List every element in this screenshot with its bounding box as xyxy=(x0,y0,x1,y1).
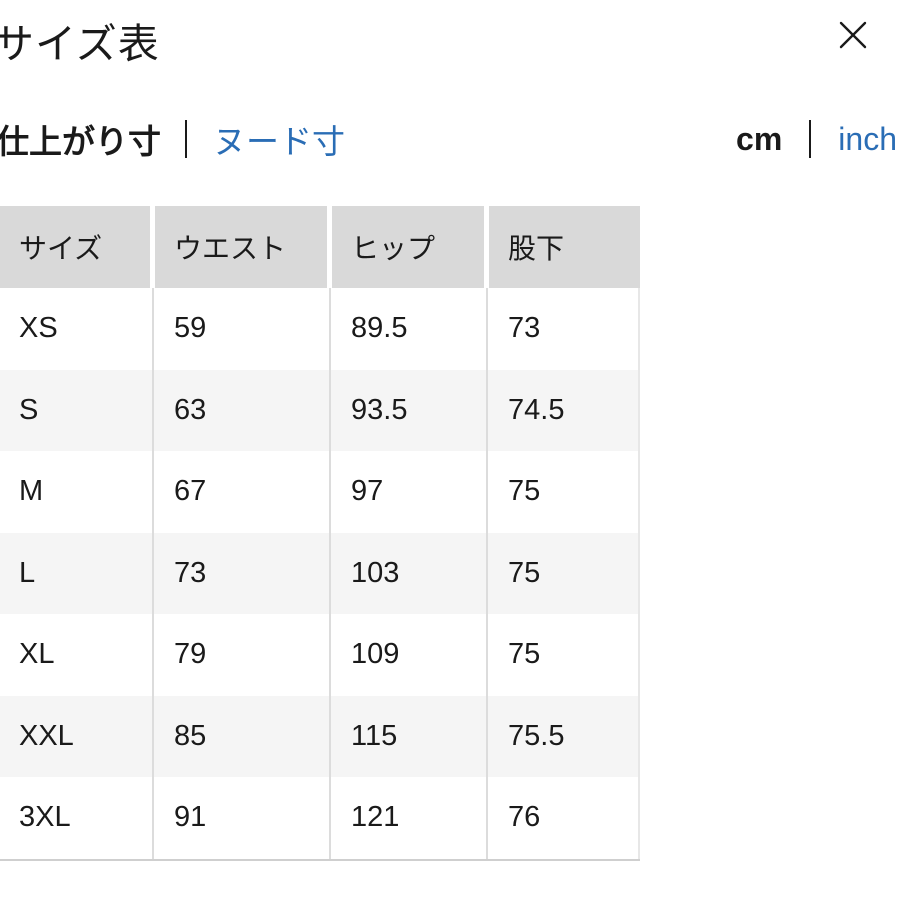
cell-inseam: 73 xyxy=(508,312,541,345)
tab-unit-inch[interactable]: inch xyxy=(838,120,897,157)
cell-hip: 121 xyxy=(351,801,400,834)
column-header-hip: ヒップ xyxy=(332,206,484,288)
cell-waist: 91 xyxy=(174,801,207,834)
cell-hip: 97 xyxy=(351,475,384,508)
cell-inseam: 74.5 xyxy=(508,393,565,426)
cell-hip: 115 xyxy=(351,719,398,752)
table-right-border xyxy=(638,288,640,859)
toolbar: 仕上がり寸 ヌード寸 cm inch xyxy=(0,112,900,166)
table-row: S 63 93.5 74.5 xyxy=(0,369,640,451)
cell-hip: 109 xyxy=(351,638,400,671)
table-row: 3XL 91 121 76 xyxy=(0,777,640,859)
column-header-size: サイズ xyxy=(0,206,150,288)
unit-tab-group: cm inch xyxy=(736,120,900,158)
cell-waist: 67 xyxy=(174,475,207,508)
divider-bar xyxy=(185,120,187,158)
table-row: M 67 97 75 xyxy=(0,451,640,533)
tab-unit-cm[interactable]: cm xyxy=(736,120,783,157)
close-icon xyxy=(835,17,871,53)
table-row: XL 79 109 75 xyxy=(0,614,640,696)
cell-size: XS xyxy=(19,312,58,345)
cell-inseam: 75 xyxy=(508,638,541,671)
cell-waist: 85 xyxy=(174,719,207,752)
tab-finished-measurements[interactable]: 仕上がり寸 xyxy=(0,115,161,163)
table-header-row: サイズ ウエスト ヒップ 股下 xyxy=(0,206,640,288)
tab-nude-measurements[interactable]: ヌード寸 xyxy=(213,115,345,163)
cell-hip: 103 xyxy=(351,556,400,589)
page-title: サイズ表 xyxy=(0,21,160,67)
cell-waist: 59 xyxy=(174,312,207,345)
size-table: サイズ ウエスト ヒップ 股下 XS 59 89.5 73 S 63 93.5 … xyxy=(0,206,640,861)
column-header-inseam: 股下 xyxy=(489,206,640,288)
table-row: L 73 103 75 xyxy=(0,532,640,614)
cell-waist: 63 xyxy=(174,393,207,426)
measure-tab-group: 仕上がり寸 ヌード寸 xyxy=(0,115,345,163)
cell-size: M xyxy=(19,475,44,508)
close-button[interactable] xyxy=(832,14,874,56)
column-separator xyxy=(328,288,331,859)
cell-hip: 93.5 xyxy=(351,393,408,426)
cell-waist: 79 xyxy=(174,638,207,671)
cell-size: L xyxy=(19,556,36,589)
cell-size: XXL xyxy=(19,719,74,752)
table-row: XXL 85 115 75.5 xyxy=(0,695,640,777)
divider-bar xyxy=(809,120,812,158)
column-separator xyxy=(485,288,488,859)
cell-size: 3XL xyxy=(19,801,71,834)
cell-inseam: 76 xyxy=(508,801,541,834)
cell-inseam: 75.5 xyxy=(508,719,565,752)
table-row: XS 59 89.5 73 xyxy=(0,288,640,370)
cell-size: S xyxy=(19,393,39,426)
cell-hip: 89.5 xyxy=(351,312,408,345)
cell-size: XL xyxy=(19,638,55,671)
cell-inseam: 75 xyxy=(508,556,541,589)
column-header-waist: ウエスト xyxy=(155,206,327,288)
table-bottom-border xyxy=(0,858,640,861)
cell-waist: 73 xyxy=(174,556,207,589)
cell-inseam: 75 xyxy=(508,475,541,508)
column-separator xyxy=(151,288,154,859)
